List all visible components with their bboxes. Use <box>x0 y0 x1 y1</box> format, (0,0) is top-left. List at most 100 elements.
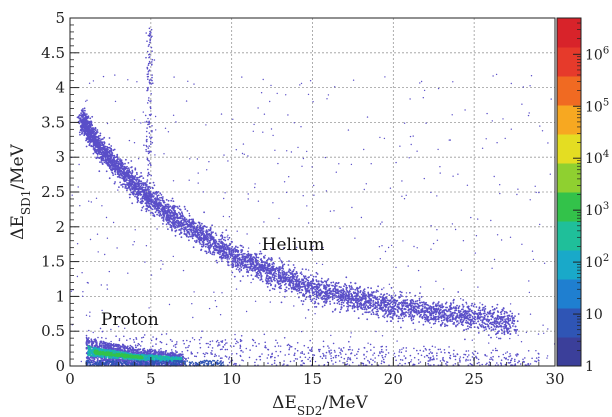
helium-point <box>230 247 233 250</box>
helium-point <box>326 290 328 293</box>
helium-point <box>148 202 151 205</box>
helium-point <box>432 318 435 320</box>
helium-point <box>153 192 156 195</box>
helium-point <box>127 162 130 164</box>
helium-point <box>227 247 230 249</box>
helium-point <box>261 280 264 283</box>
helium-point <box>402 299 405 302</box>
helium-point <box>186 210 189 212</box>
helium-point <box>231 241 234 243</box>
helium-point <box>446 319 449 322</box>
helium-point <box>315 285 318 288</box>
helium-point <box>284 290 287 293</box>
helium-point <box>454 312 456 315</box>
helium-point <box>466 315 468 318</box>
helium-point <box>222 257 225 259</box>
helium-point <box>355 296 357 298</box>
helium-point <box>187 228 189 231</box>
helium-point <box>112 165 114 167</box>
helium-point <box>194 233 197 236</box>
helium-point <box>348 301 350 304</box>
helium-point <box>217 249 220 252</box>
helium-point <box>80 126 83 129</box>
helium-point <box>335 285 338 287</box>
helium-point <box>380 306 383 309</box>
helium-point <box>360 302 363 305</box>
helium-point <box>168 220 171 222</box>
helium-point <box>351 307 354 310</box>
helium-point <box>404 314 407 316</box>
helium-point <box>169 211 172 214</box>
helium-point <box>242 253 245 255</box>
helium-point <box>336 288 339 291</box>
helium-point <box>472 320 474 323</box>
helium-point <box>314 300 316 303</box>
helium-point <box>300 300 303 302</box>
helium-point <box>134 175 137 177</box>
helium-point <box>87 121 89 124</box>
helium-point <box>94 148 97 151</box>
helium-point <box>83 107 86 110</box>
helium-point <box>449 310 452 313</box>
helium-point <box>336 299 339 302</box>
helium-point <box>208 249 211 252</box>
helium-point <box>373 307 375 310</box>
helium-point <box>237 249 240 252</box>
helium-point <box>236 246 239 249</box>
helium-point <box>78 117 81 120</box>
helium-point <box>128 196 131 199</box>
helium-point <box>264 268 267 270</box>
helium-point <box>381 288 383 291</box>
helium-point <box>311 299 314 301</box>
helium-point <box>360 306 362 308</box>
helium-point <box>472 317 474 319</box>
helium-point <box>460 308 463 311</box>
helium-point <box>383 316 386 319</box>
helium-point <box>432 305 435 308</box>
helium-point <box>231 271 234 274</box>
helium-point <box>301 268 304 270</box>
helium-point <box>456 304 458 307</box>
helium-point <box>490 326 493 329</box>
helium-point <box>204 225 207 228</box>
helium-point <box>100 159 103 162</box>
helium-point <box>431 312 434 314</box>
helium-point <box>439 305 441 308</box>
helium-point <box>304 292 307 295</box>
helium-point <box>135 177 138 179</box>
helium-point <box>482 312 485 315</box>
helium-point <box>324 302 327 304</box>
helium-point <box>220 242 223 245</box>
helium-point <box>209 250 211 253</box>
helium-point <box>223 245 226 248</box>
helium-point <box>323 286 326 288</box>
helium-point <box>342 301 345 304</box>
helium-point <box>507 332 509 335</box>
helium-point <box>482 316 484 318</box>
helium-point <box>356 303 359 306</box>
helium-point <box>288 276 290 279</box>
helium-point <box>133 188 136 191</box>
helium-point <box>509 310 512 313</box>
helium-point <box>266 286 269 288</box>
helium-point <box>224 248 226 251</box>
helium-point <box>458 311 461 314</box>
helium-point <box>390 296 393 299</box>
helium-point <box>215 242 217 245</box>
helium-point <box>157 206 160 209</box>
helium-point <box>383 293 386 296</box>
helium-point <box>201 222 203 225</box>
helium-point <box>502 316 504 318</box>
helium-point <box>349 281 352 284</box>
helium-point <box>440 324 442 327</box>
helium-point <box>147 192 150 195</box>
helium-point <box>121 186 124 188</box>
helium-point <box>149 212 152 214</box>
helium-point <box>278 257 281 259</box>
helium-point <box>118 186 120 189</box>
helium-point <box>181 212 184 215</box>
helium-point <box>304 280 307 283</box>
helium-point <box>408 308 410 311</box>
helium-point <box>197 238 200 241</box>
helium-point <box>343 300 346 302</box>
